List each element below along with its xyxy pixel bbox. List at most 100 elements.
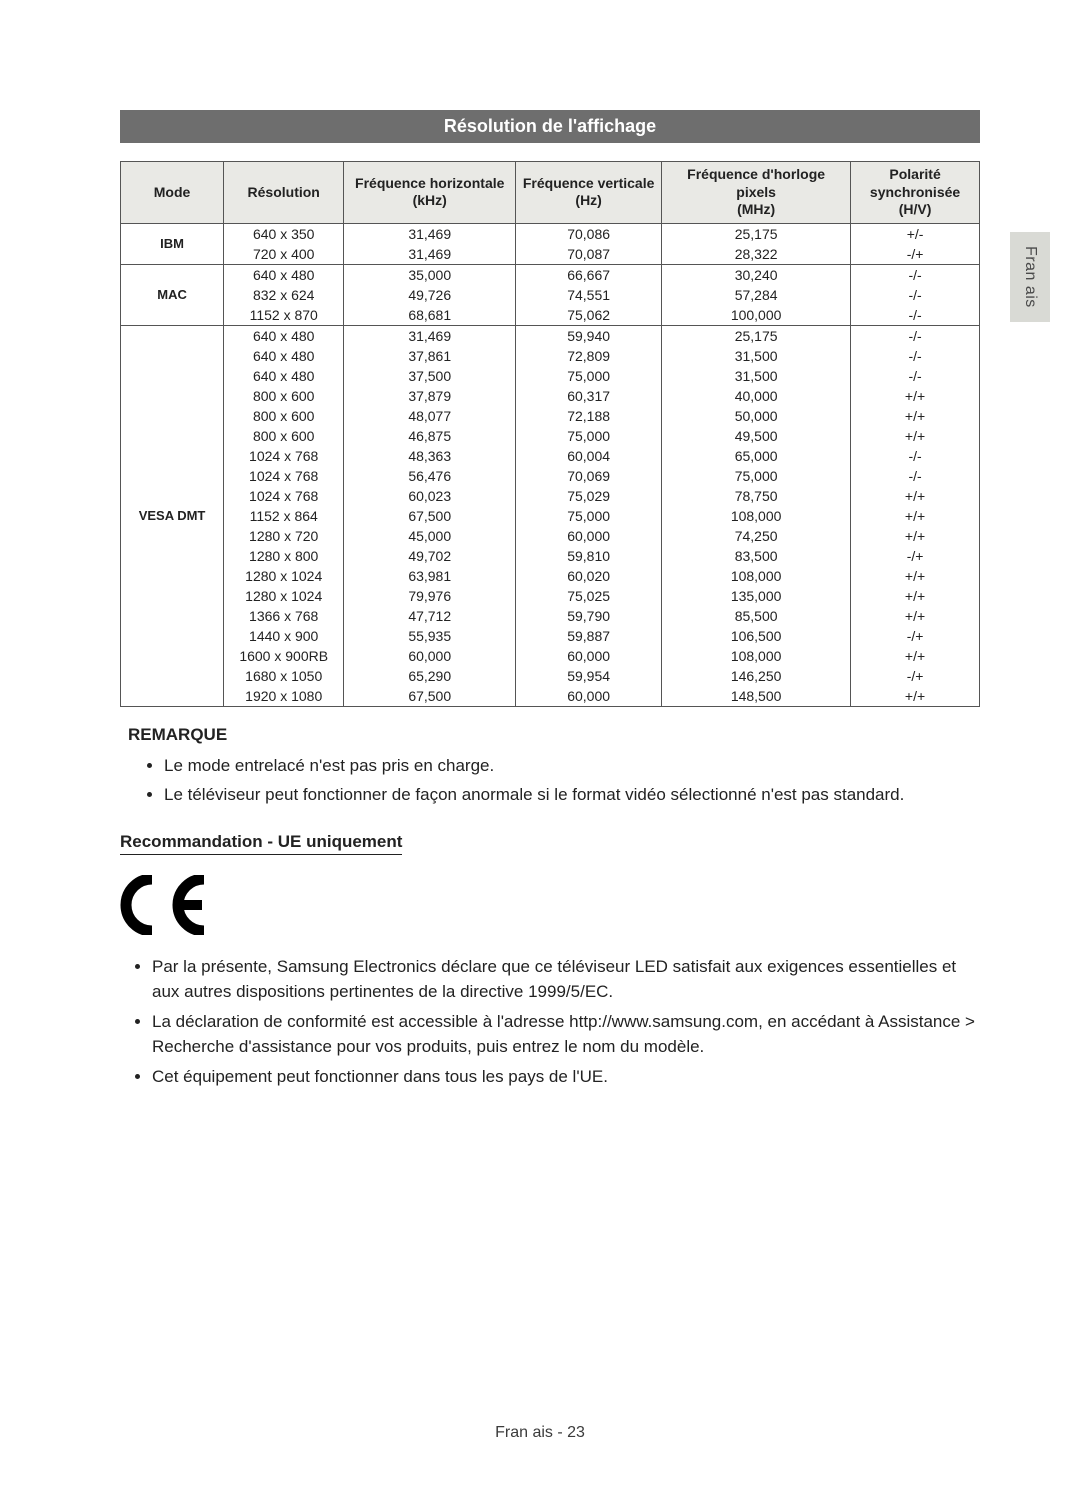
table-cell: +/+ [851,566,980,586]
list-item: Par la présente, Samsung Electronics déc… [152,954,980,1005]
table-row: 1024 x 76856,47670,06975,000-/- [121,466,980,486]
table-cell: 49,702 [344,546,516,566]
table-cell: 74,250 [662,526,851,546]
table-cell: 59,954 [516,666,662,686]
table-cell: 1366 x 768 [224,606,344,626]
table-row: 1280 x 102463,98160,020108,000+/+ [121,566,980,586]
sidebar-language-tab: Fran ais [1010,232,1050,322]
table-cell: 60,000 [344,646,516,666]
table-cell: 59,810 [516,546,662,566]
table-cell: 66,667 [516,264,662,285]
table-cell: 68,681 [344,305,516,326]
table-row: IBM640 x 35031,46970,08625,175+/- [121,223,980,244]
table-cell: 108,000 [662,506,851,526]
table-cell: +/+ [851,686,980,707]
table-cell: 1280 x 720 [224,526,344,546]
table-cell: 37,500 [344,366,516,386]
table-cell: 1024 x 768 [224,466,344,486]
table-cell: 72,809 [516,346,662,366]
table-cell: 640 x 480 [224,325,344,346]
table-row: 640 x 48037,86172,80931,500-/- [121,346,980,366]
table-cell: 31,500 [662,346,851,366]
table-cell: 1024 x 768 [224,446,344,466]
table-cell: 75,025 [516,586,662,606]
table-cell: 1280 x 1024 [224,586,344,606]
table-cell: 60,023 [344,486,516,506]
table-row: 720 x 40031,46970,08728,322-/+ [121,244,980,265]
table-cell: 50,000 [662,406,851,426]
table-cell: 108,000 [662,566,851,586]
table-cell: 40,000 [662,386,851,406]
table-cell: 31,500 [662,366,851,386]
table-cell: -/- [851,366,980,386]
table-cell: 65,290 [344,666,516,686]
table-cell: 640 x 480 [224,346,344,366]
table-cell: -/- [851,446,980,466]
table-row: MAC640 x 48035,00066,66730,240-/- [121,264,980,285]
table-cell: 78,750 [662,486,851,506]
sidebar-language-label: Fran ais [1021,246,1039,308]
table-cell: 1152 x 870 [224,305,344,326]
table-cell: 59,940 [516,325,662,346]
table-cell: 75,029 [516,486,662,506]
table-cell: 59,790 [516,606,662,626]
page-footer: Fran ais - 23 [0,1424,1080,1442]
table-cell: 640 x 480 [224,264,344,285]
remarque-list: Le mode entrelacé n'est pas pris en char… [164,753,980,808]
table-row: 640 x 48037,50075,00031,500-/- [121,366,980,386]
table-row: 1366 x 76847,71259,79085,500+/+ [121,606,980,626]
table-cell: 800 x 600 [224,426,344,446]
table-cell: 106,500 [662,626,851,646]
table-cell: 146,250 [662,666,851,686]
table-cell: 60,020 [516,566,662,586]
table-cell: 60,000 [516,646,662,666]
table-cell: -/- [851,466,980,486]
table-cell: 640 x 480 [224,366,344,386]
table-row: 1024 x 76848,36360,00465,000-/- [121,446,980,466]
table-cell: 37,861 [344,346,516,366]
table-row: 1280 x 80049,70259,81083,500-/+ [121,546,980,566]
table-cell: 35,000 [344,264,516,285]
table-cell: 720 x 400 [224,244,344,265]
table-cell: 83,500 [662,546,851,566]
table-cell: 59,887 [516,626,662,646]
table-header-cell: Polaritésynchronisée (H/V) [851,162,980,224]
table-cell: 85,500 [662,606,851,626]
ce-mark-icon [120,875,980,940]
mode-cell: IBM [121,223,224,264]
table-cell: 45,000 [344,526,516,546]
table-cell: 74,551 [516,285,662,305]
table-cell: 70,069 [516,466,662,486]
resolution-table: ModeRésolutionFréquence horizontale(kHz)… [120,161,980,707]
table-cell: 1440 x 900 [224,626,344,646]
table-row: 1600 x 900RB60,00060,000108,000+/+ [121,646,980,666]
table-cell: -/- [851,264,980,285]
table-row: 1280 x 102479,97675,025135,000+/+ [121,586,980,606]
table-row: 1280 x 72045,00060,00074,250+/+ [121,526,980,546]
table-row: 832 x 62449,72674,55157,284-/- [121,285,980,305]
table-row: 1024 x 76860,02375,02978,750+/+ [121,486,980,506]
table-cell: -/+ [851,546,980,566]
remarque-section: REMARQUE Le mode entrelacé n'est pas pri… [120,725,980,808]
table-cell: 1024 x 768 [224,486,344,506]
table-cell: 1680 x 1050 [224,666,344,686]
table-cell: 57,284 [662,285,851,305]
table-cell: -/- [851,325,980,346]
table-cell: 49,726 [344,285,516,305]
table-cell: -/+ [851,626,980,646]
table-cell: 75,000 [516,426,662,446]
table-cell: 800 x 600 [224,386,344,406]
table-cell: 63,981 [344,566,516,586]
table-cell: 108,000 [662,646,851,666]
table-cell: 56,476 [344,466,516,486]
table-cell: 30,240 [662,264,851,285]
table-cell: 640 x 350 [224,223,344,244]
table-cell: 72,188 [516,406,662,426]
section-title-bar: Résolution de l'affichage [120,110,980,143]
table-cell: -/- [851,305,980,326]
mode-cell: MAC [121,264,224,325]
table-cell: 100,000 [662,305,851,326]
table-cell: 67,500 [344,506,516,526]
table-cell: 60,000 [516,526,662,546]
table-cell: 75,000 [516,366,662,386]
